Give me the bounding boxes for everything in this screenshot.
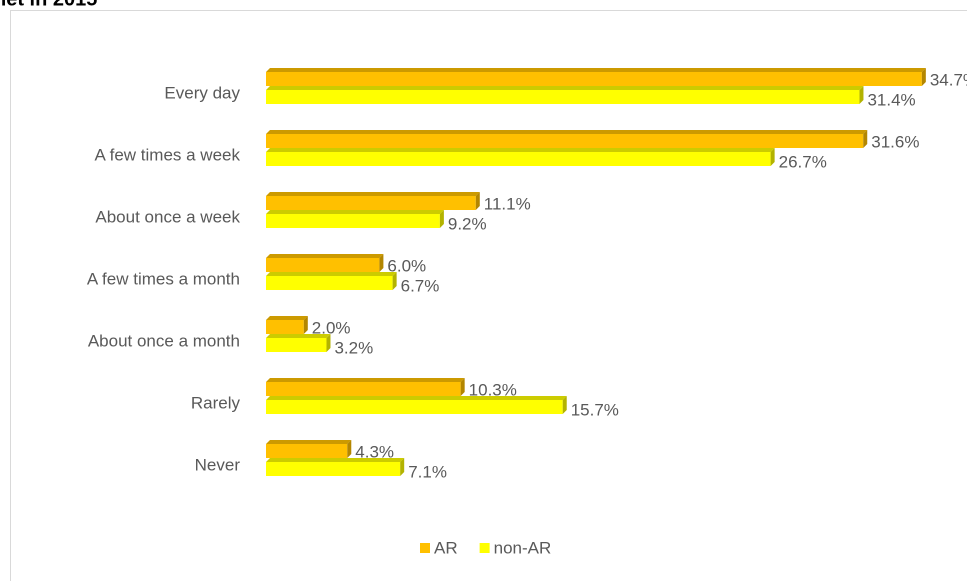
data-label: 3.2% xyxy=(334,338,373,357)
bar xyxy=(266,440,352,458)
category-label: Never xyxy=(195,455,241,474)
data-label: 9.2% xyxy=(448,214,487,233)
bar xyxy=(266,316,308,334)
data-label: 15.7% xyxy=(571,400,619,419)
data-label: 2.0% xyxy=(312,318,351,337)
data-label: 6.0% xyxy=(387,256,426,275)
category-label: About once a month xyxy=(88,331,240,350)
bar xyxy=(266,458,405,476)
chart-title: net in 2015 xyxy=(0,0,97,10)
bar xyxy=(266,334,331,352)
bar xyxy=(266,192,480,210)
category-label: A few times a month xyxy=(87,269,240,288)
bar xyxy=(266,272,397,290)
data-label: 31.4% xyxy=(867,90,915,109)
bar xyxy=(266,68,926,86)
bar xyxy=(266,86,864,104)
chart-frame xyxy=(10,10,967,581)
category-label: A few times a week xyxy=(94,145,240,164)
category-label: Every day xyxy=(164,83,240,102)
data-label: 31.6% xyxy=(871,132,919,151)
bar xyxy=(266,210,444,228)
data-label: 10.3% xyxy=(469,380,517,399)
category-label: About once a week xyxy=(95,207,240,226)
data-label: 4.3% xyxy=(355,442,394,461)
data-label: 26.7% xyxy=(779,152,827,171)
legend-label: non-AR xyxy=(494,538,552,557)
bar xyxy=(266,254,384,272)
legend-label: AR xyxy=(434,538,458,557)
bar xyxy=(266,378,465,396)
data-label: 11.1% xyxy=(484,194,531,213)
data-label: 7.1% xyxy=(408,462,447,481)
data-label: 6.7% xyxy=(401,276,440,295)
bar xyxy=(266,148,775,166)
category-label: Rarely xyxy=(191,393,241,412)
bar xyxy=(266,396,567,414)
legend-swatch xyxy=(420,543,430,553)
legend-swatch xyxy=(479,543,490,553)
bar xyxy=(266,130,868,148)
data-label: 34.7% xyxy=(930,70,967,89)
